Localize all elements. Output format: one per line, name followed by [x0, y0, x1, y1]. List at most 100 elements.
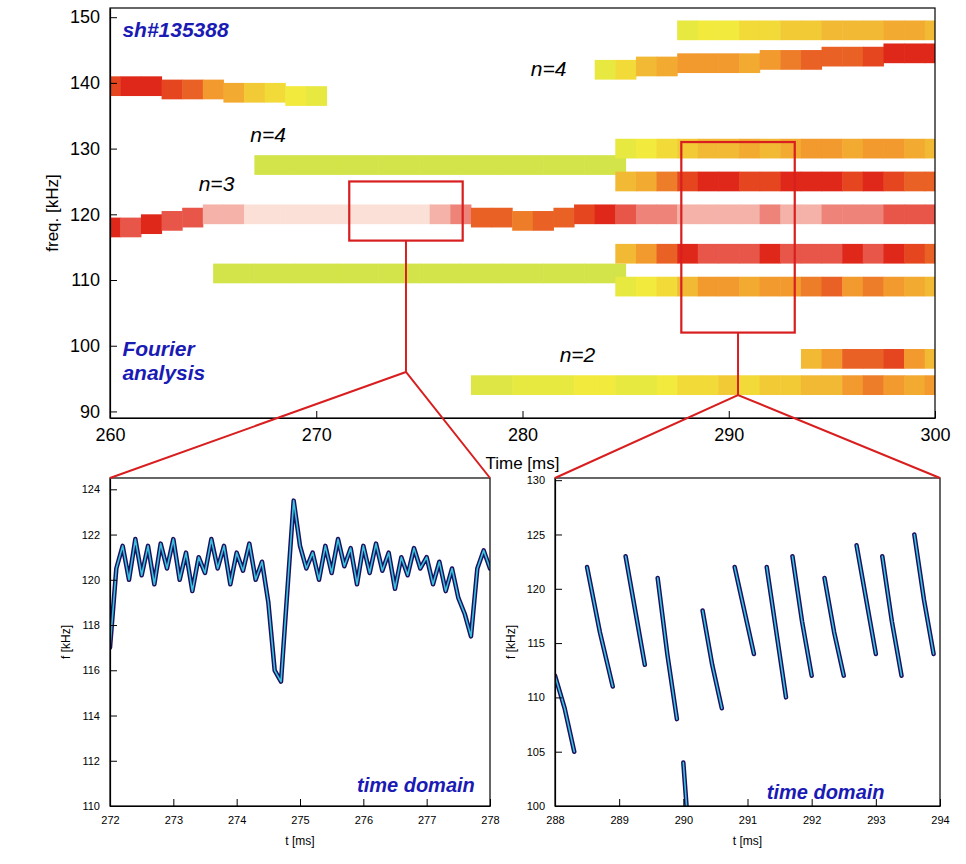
spectrogram-cell [450, 204, 471, 224]
spectrogram-cell [925, 172, 935, 192]
spectrogram-cell [842, 204, 863, 224]
x-tick-label: 294 [931, 814, 949, 826]
spectrogram-cell [801, 20, 822, 40]
spectrogram-cell [285, 204, 306, 224]
spectrogram-cell [822, 204, 843, 224]
spectrogram-cell [120, 218, 141, 238]
y-tick: 110 [527, 691, 562, 703]
spectrogram-cell [110, 76, 121, 96]
spectrogram-cell [760, 172, 781, 192]
spectrogram-cell [925, 204, 935, 224]
y-axis-line [110, 479, 111, 807]
spectrogram-cell [904, 349, 925, 369]
spectrogram-cell [574, 375, 595, 395]
spectrogram-cell [718, 375, 739, 395]
y-tick-mark [110, 214, 117, 215]
spectrogram-cell [842, 244, 863, 264]
y-tick: 124 [82, 483, 117, 495]
spectrogram-cell [337, 155, 379, 175]
x-tick-label: 292 [803, 814, 821, 826]
spectrogram-cell [162, 211, 183, 231]
spectrogram-cell [718, 277, 739, 297]
y-tick: 110 [82, 800, 117, 812]
y-tick: 110 [71, 270, 117, 290]
spectrogram-cell [296, 264, 338, 284]
y-tick-label: 122 [82, 529, 100, 541]
spectrogram-cell [182, 208, 203, 228]
y-tick: 112 [82, 755, 117, 767]
marks [110, 20, 935, 395]
y-tick-mark [110, 670, 117, 671]
y-axis-line [110, 9, 111, 419]
y-tick: 105 [527, 746, 562, 758]
y-tick-label: 110 [527, 691, 545, 703]
x-tick: 274 [228, 799, 246, 826]
spectrogram-cell [863, 375, 884, 395]
x-tick: 289 [610, 799, 628, 826]
y-tick-mark [110, 489, 117, 490]
spectrogram-cell [883, 43, 904, 63]
y-tick: 122 [82, 529, 117, 541]
x-tick-label: 290 [714, 425, 744, 445]
annotation: time domain [767, 781, 885, 803]
y-tick-label: 118 [82, 619, 100, 631]
spectrogram-cell [141, 76, 162, 96]
x-tick-label: 288 [546, 814, 564, 826]
x-tick: 278 [481, 799, 499, 826]
spectrogram-cell [471, 208, 492, 228]
spectrogram-cell [739, 204, 760, 224]
y-tick: 115 [527, 637, 562, 649]
annotation: n=3 [199, 172, 235, 195]
spectrogram-cell [760, 277, 781, 297]
spectrogram-cell [636, 172, 657, 192]
spectrogram-cell [822, 244, 843, 264]
y-tick-mark [110, 580, 117, 581]
spectrogram-cell [904, 204, 925, 224]
x-tick-label: 290 [675, 814, 693, 826]
spectrogram-cell [698, 172, 719, 192]
x-tick-label: 276 [355, 814, 373, 826]
annotation: Fourieranalysis [122, 337, 205, 384]
x-tick-mark [683, 799, 684, 806]
y-tick-mark [555, 643, 562, 644]
y-axis-title: freq. [kHz] [43, 174, 62, 251]
x-tick-mark [748, 799, 749, 806]
annotation: time domain [357, 774, 475, 796]
y-tick-label: 124 [82, 483, 100, 495]
spectrogram-cell [883, 172, 904, 192]
spectrogram-cell [739, 53, 760, 73]
annotation-line: analysis [122, 361, 205, 384]
spectrogram-cell [141, 214, 162, 234]
spectrogram-cell [461, 155, 503, 175]
y-tick: 150 [70, 7, 117, 27]
y-tick: 114 [82, 710, 117, 722]
x-tick-label: 300 [920, 425, 950, 445]
spectrogram-cell [636, 57, 657, 77]
spectrogram-cell [718, 172, 739, 192]
spectrogram-cell [492, 208, 513, 228]
y-tick-mark [110, 535, 117, 536]
trace [110, 501, 490, 682]
x-tick-mark [935, 411, 936, 418]
spectrogram-cell [739, 244, 760, 264]
spectrogram-cell [636, 139, 657, 159]
x-tick-label: 277 [418, 814, 436, 826]
x-axis-line [111, 806, 491, 807]
spectrogram-cell [883, 204, 904, 224]
spectrogram-cell [925, 277, 935, 297]
spectrogram-cell [842, 277, 863, 297]
x-tick: 300 [920, 411, 950, 445]
x-tick: 273 [165, 799, 183, 826]
spectrogram-cell [883, 244, 904, 264]
marks [555, 534, 934, 806]
spectrogram-cell [801, 375, 822, 395]
panel: 2722732742752762772781101121141161181201… [59, 478, 499, 848]
y-tick-mark [110, 806, 117, 807]
spectrogram-cell [162, 80, 183, 100]
spectrogram-cell [883, 349, 904, 369]
spectrogram-cell [863, 277, 884, 297]
spectrogram-cell [842, 139, 863, 159]
spectrogram-cell [657, 204, 678, 224]
y-tick-mark [110, 625, 117, 626]
spectrogram-cell [718, 20, 739, 40]
